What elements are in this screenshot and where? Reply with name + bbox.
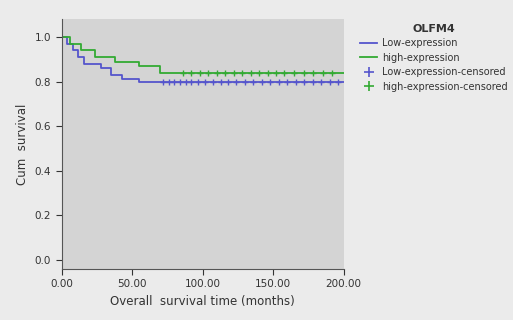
X-axis label: Overall  survival time (months): Overall survival time (months) — [110, 295, 295, 308]
Legend: Low-expression, high-expression, Low-expression-censored, high-expression-censor: Low-expression, high-expression, Low-exp… — [360, 24, 508, 92]
Y-axis label: Cum  survival: Cum survival — [16, 103, 29, 185]
